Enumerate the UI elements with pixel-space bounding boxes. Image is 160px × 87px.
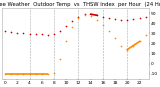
Point [16,33,19,34]
Point [34,34,37,35]
Point [53,72,55,74]
Point [132,45,135,46]
Point [102,17,104,18]
Point [4,73,6,74]
Point [83,15,86,16]
Point [89,16,92,17]
Point [96,15,98,16]
Point [53,34,55,35]
Point [126,20,129,21]
Point [47,35,49,36]
Point [120,20,123,21]
Point [120,45,123,46]
Title: Milwaukee Weather  Outdoor Temp  vs  THSW Index  per Hour  (24 Hours): Milwaukee Weather Outdoor Temp vs THSW I… [0,2,160,7]
Point [16,73,19,74]
Point [114,19,116,20]
Point [138,41,141,42]
Point [144,35,147,36]
Point [114,38,116,39]
Point [77,17,80,18]
Point [59,58,61,59]
Point [47,73,49,74]
Point [126,49,129,50]
Point [34,73,37,74]
Point [144,17,147,18]
Point [108,18,110,19]
Point [59,31,61,32]
Point [28,73,31,74]
Point [83,13,86,15]
Point [10,32,12,33]
Point [89,13,92,15]
Point [28,34,31,35]
Point [71,21,74,22]
Point [65,41,68,42]
Point [10,73,12,74]
Point [65,26,68,27]
Point [40,34,43,35]
Point [71,27,74,28]
Point [138,18,141,19]
Point [4,31,6,32]
Point [22,33,25,34]
Point [102,25,104,26]
Point [77,18,80,19]
Point [132,19,135,20]
Point [96,20,98,21]
Point [22,73,25,74]
Point [108,31,110,32]
Point [40,73,43,74]
